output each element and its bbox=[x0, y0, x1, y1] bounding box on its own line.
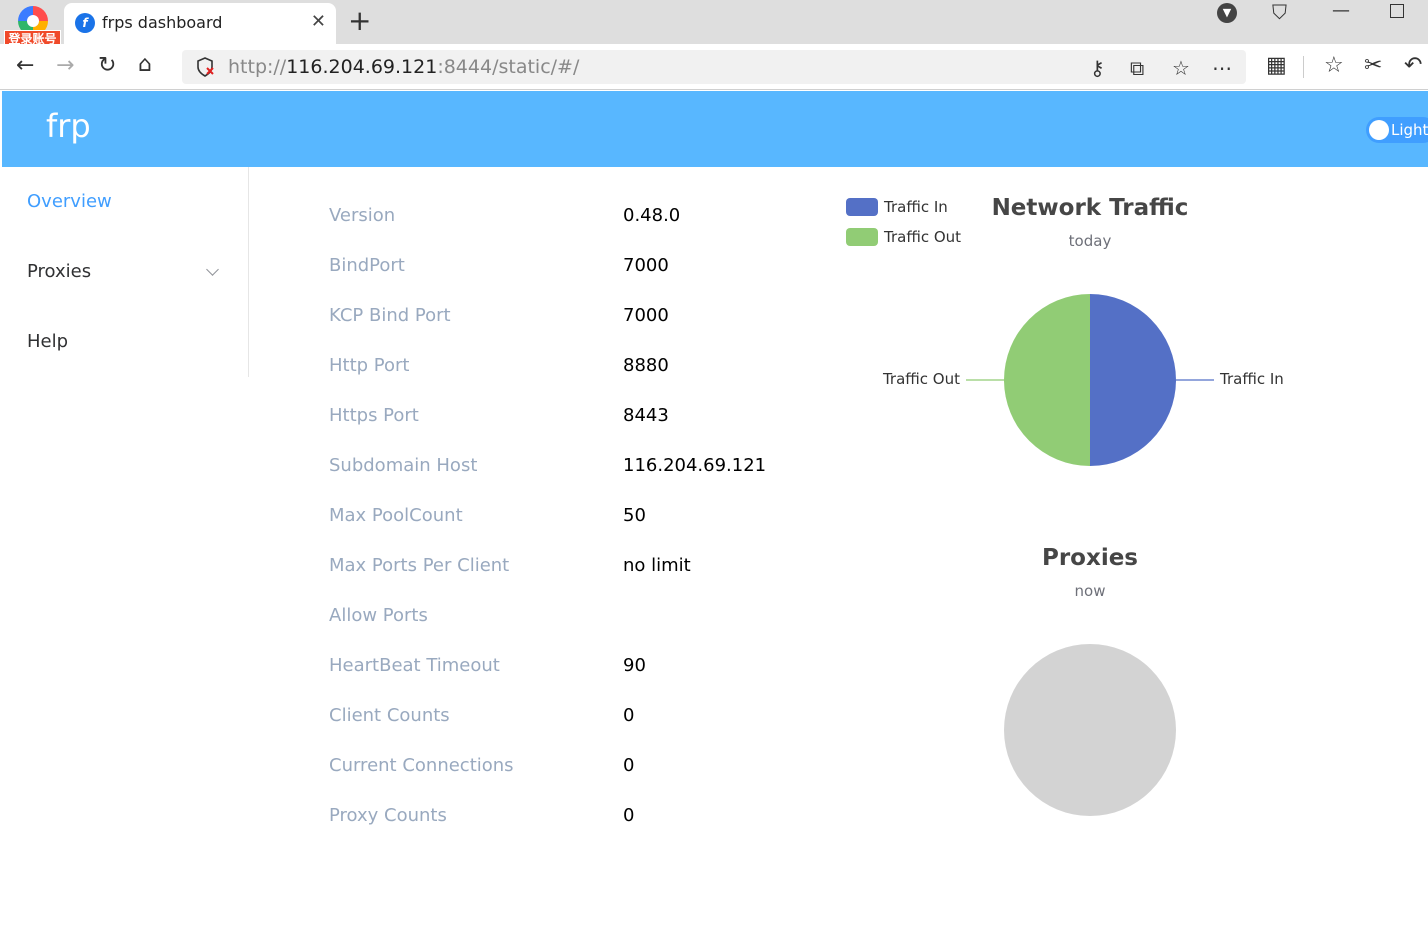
info-value: 7000 bbox=[623, 305, 669, 326]
legend-label-traffic-in[interactable]: Traffic In bbox=[883, 198, 948, 216]
traffic-chart-subtitle: today bbox=[1069, 232, 1112, 250]
sidebar-item-overview[interactable]: Overview bbox=[27, 191, 112, 212]
theme-switch[interactable]: Light bbox=[1366, 117, 1428, 143]
legend-label-traffic-out[interactable]: Traffic Out bbox=[883, 228, 961, 246]
info-value: 8443 bbox=[623, 405, 669, 426]
theme-switch-label: Light bbox=[1391, 121, 1428, 139]
info-key: Current Connections bbox=[329, 755, 514, 776]
apps-grid-icon[interactable]: ▦ bbox=[1266, 53, 1287, 78]
pie-label-traffic-in: Traffic In bbox=[1219, 370, 1284, 388]
info-row: Http Port 8880 bbox=[329, 350, 809, 400]
app-header: frp Light bbox=[2, 91, 1428, 167]
skin-icon[interactable]: ⛉ bbox=[1272, 0, 1287, 24]
info-key: Max PoolCount bbox=[329, 505, 463, 526]
proxies-chart-subtitle: now bbox=[1075, 582, 1106, 600]
back-icon[interactable]: ← bbox=[16, 53, 35, 78]
app-logo[interactable]: frp bbox=[46, 107, 91, 145]
pie-slice-traffic-in[interactable] bbox=[1090, 294, 1176, 466]
legend-swatch-traffic-out[interactable] bbox=[846, 228, 878, 246]
info-value: 0 bbox=[623, 705, 635, 726]
info-row: Version 0.48.0 bbox=[329, 200, 809, 250]
forward-icon[interactable]: → bbox=[56, 53, 75, 78]
info-value: 50 bbox=[623, 505, 646, 526]
frp-favicon-icon: f bbox=[75, 13, 95, 33]
sidebar: Overview Proxies Help bbox=[2, 167, 249, 377]
profile-badge: 登录账号 bbox=[4, 30, 61, 48]
more-icon[interactable]: ⋯ bbox=[1212, 56, 1232, 80]
home-icon[interactable]: ⌂ bbox=[138, 52, 152, 77]
info-key: KCP Bind Port bbox=[329, 305, 451, 326]
url-host: 116.204.69.121 bbox=[286, 56, 438, 78]
address-bar[interactable]: http://116.204.69.121:8444/static/#/ ⚷ ⧉… bbox=[182, 50, 1246, 84]
star-icon[interactable]: ☆ bbox=[1172, 56, 1190, 80]
profile-button[interactable]: 登录账号 bbox=[4, 4, 62, 48]
info-key: Http Port bbox=[329, 355, 410, 376]
info-value: no limit bbox=[623, 555, 691, 576]
info-key: Version bbox=[329, 205, 396, 226]
scissors-icon[interactable]: ✂ bbox=[1364, 53, 1383, 78]
info-value: 0 bbox=[623, 805, 635, 826]
browser-tab[interactable]: f frps dashboard ✕ bbox=[64, 3, 336, 44]
proxies-chart-title: Proxies bbox=[1042, 545, 1138, 571]
chevron-down-icon[interactable] bbox=[206, 263, 219, 276]
info-row: BindPort 7000 bbox=[329, 250, 809, 300]
charts-area: Traffic In Traffic Out Network Traffic t… bbox=[840, 190, 1340, 850]
url-path: :8444/static/#/ bbox=[437, 56, 580, 78]
pie-label-traffic-out: Traffic Out bbox=[882, 370, 960, 388]
info-value: 0.48.0 bbox=[623, 205, 681, 226]
url-scheme: http:// bbox=[228, 56, 287, 78]
info-key: HeartBeat Timeout bbox=[329, 655, 500, 676]
info-row: Proxy Counts 0 bbox=[329, 800, 809, 850]
info-key: Max Ports Per Client bbox=[329, 555, 510, 576]
info-value: 90 bbox=[623, 655, 646, 676]
translate-icon[interactable]: ⧉ bbox=[1130, 56, 1145, 80]
browser-tabstrip: 登录账号 f frps dashboard ✕ + ▼ ⛉ — bbox=[0, 0, 1428, 48]
info-key: Client Counts bbox=[329, 705, 450, 726]
maximize-icon[interactable] bbox=[1390, 4, 1404, 18]
browser-toolbar: ← → ↻ ⌂ http://116.204.69.121:8444/stati… bbox=[0, 44, 1428, 90]
reload-icon[interactable]: ↻ bbox=[98, 53, 117, 78]
info-key: Https Port bbox=[329, 405, 419, 426]
proxies-empty-pie bbox=[1004, 644, 1176, 816]
info-row: Client Counts 0 bbox=[329, 700, 809, 750]
info-value: 116.204.69.121 bbox=[623, 455, 767, 476]
favorites-icon[interactable]: ☆ bbox=[1324, 53, 1344, 78]
legend-swatch-traffic-in[interactable] bbox=[846, 198, 878, 216]
tab-title: frps dashboard bbox=[102, 13, 223, 32]
charts-svg: Traffic In Traffic Out Network Traffic t… bbox=[846, 195, 1284, 816]
info-key: BindPort bbox=[329, 255, 405, 276]
info-row: Max Ports Per Client no limit bbox=[329, 550, 809, 600]
traffic-chart-title: Network Traffic bbox=[992, 195, 1189, 221]
close-tab-icon[interactable]: ✕ bbox=[310, 11, 326, 32]
info-value: 7000 bbox=[623, 255, 669, 276]
new-tab-icon[interactable]: + bbox=[348, 4, 372, 37]
traffic-pie bbox=[1004, 294, 1176, 466]
pie-slice-traffic-out[interactable] bbox=[1004, 294, 1090, 466]
insecure-shield-icon bbox=[197, 57, 214, 77]
info-row: HeartBeat Timeout 90 bbox=[329, 650, 809, 700]
info-row: Subdomain Host 116.204.69.121 bbox=[329, 450, 809, 500]
info-value: 8880 bbox=[623, 355, 669, 376]
info-row: Https Port 8443 bbox=[329, 400, 809, 450]
info-row: Allow Ports bbox=[329, 600, 809, 650]
url-text[interactable]: http://116.204.69.121:8444/static/#/ bbox=[228, 56, 579, 78]
minimize-icon[interactable]: — bbox=[1332, 0, 1350, 21]
info-row: KCP Bind Port 7000 bbox=[329, 300, 809, 350]
sidebar-item-help[interactable]: Help bbox=[27, 331, 69, 352]
info-row: Max PoolCount 50 bbox=[329, 500, 809, 550]
info-key: Allow Ports bbox=[329, 605, 428, 626]
info-row: Current Connections 0 bbox=[329, 750, 809, 800]
undo-icon[interactable]: ↶ bbox=[1404, 53, 1423, 78]
toolbar-divider bbox=[1303, 56, 1304, 78]
key-icon[interactable]: ⚷ bbox=[1090, 56, 1105, 80]
download-icon[interactable]: ▼ bbox=[1217, 3, 1237, 23]
info-value: 0 bbox=[623, 755, 635, 776]
server-info-list: Version 0.48.0 BindPort 7000 KCP Bind Port 70… bbox=[329, 200, 809, 850]
theme-switch-knob bbox=[1369, 120, 1389, 140]
info-key: Proxy Counts bbox=[329, 805, 447, 826]
info-key: Subdomain Host bbox=[329, 455, 478, 476]
sidebar-item-proxies[interactable]: Proxies bbox=[27, 261, 92, 282]
